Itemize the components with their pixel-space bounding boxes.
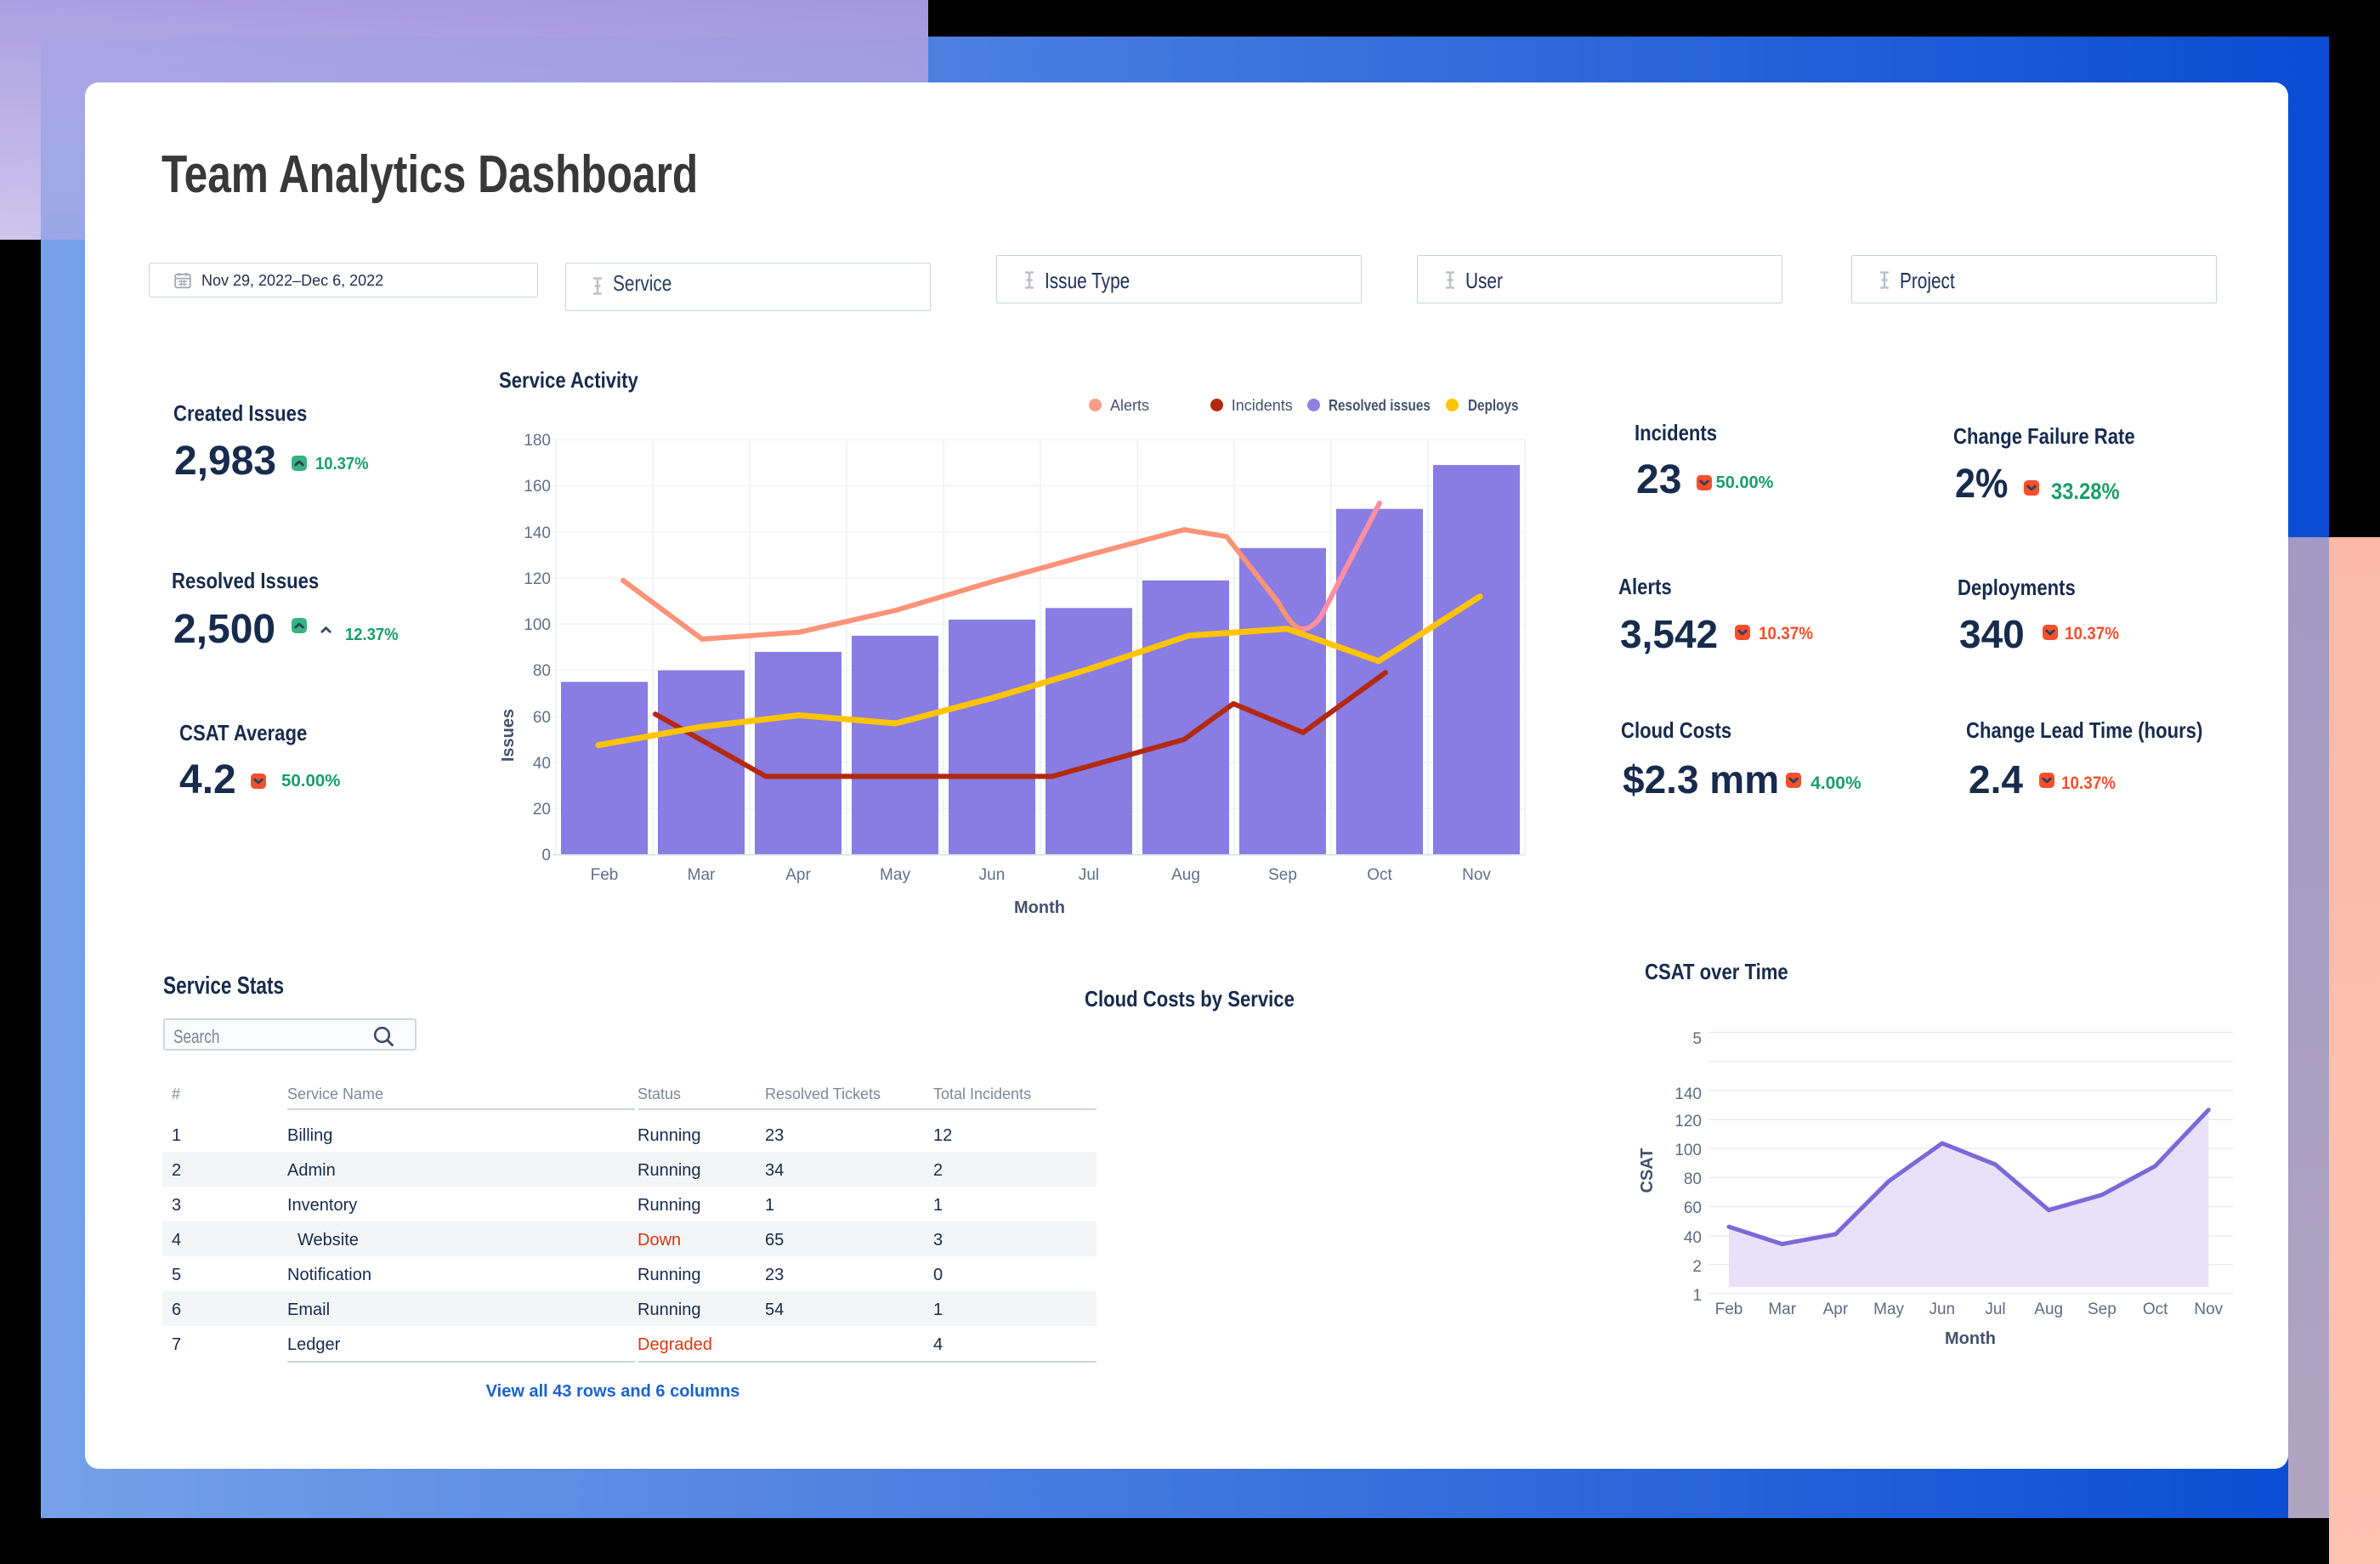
svg-text:Mar: Mar <box>688 866 716 884</box>
svg-text:Jul: Jul <box>1985 1300 2005 1318</box>
svg-text:Issues: Issues <box>499 709 518 762</box>
svg-text:Month: Month <box>1014 898 1065 917</box>
svg-text:Feb: Feb <box>591 866 619 884</box>
svg-text:140: 140 <box>524 524 551 542</box>
svg-text:Aug: Aug <box>1171 866 1200 884</box>
svg-text:80: 80 <box>533 662 551 680</box>
svg-text:Jun: Jun <box>979 866 1006 884</box>
svg-text:120: 120 <box>1674 1113 1702 1130</box>
svg-text:Oct: Oct <box>2143 1300 2168 1318</box>
svg-text:Sep: Sep <box>1268 866 1297 884</box>
svg-text:2: 2 <box>1692 1258 1702 1276</box>
svg-text:Apr: Apr <box>1823 1300 1849 1318</box>
svg-text:0: 0 <box>541 847 551 864</box>
svg-text:Month: Month <box>1945 1329 1996 1348</box>
svg-text:180: 180 <box>524 432 551 450</box>
svg-text:May: May <box>880 866 910 884</box>
svg-text:Feb: Feb <box>1715 1300 1743 1318</box>
svg-text:100: 100 <box>524 616 551 634</box>
svg-text:Nov: Nov <box>1462 866 1491 884</box>
svg-text:Sep: Sep <box>2088 1300 2116 1318</box>
svg-text:Aug: Aug <box>2034 1300 2063 1318</box>
svg-text:20: 20 <box>533 801 551 819</box>
svg-text:140: 140 <box>1674 1085 1702 1103</box>
svg-text:120: 120 <box>524 570 551 588</box>
svg-text:Jun: Jun <box>1929 1300 1955 1318</box>
svg-text:40: 40 <box>1684 1229 1702 1247</box>
svg-text:1: 1 <box>1692 1287 1702 1305</box>
svg-text:60: 60 <box>1684 1199 1702 1217</box>
svg-text:160: 160 <box>524 478 551 496</box>
svg-text:80: 80 <box>1684 1170 1702 1188</box>
svg-text:100: 100 <box>1674 1142 1702 1159</box>
svg-text:CSAT: CSAT <box>1638 1148 1657 1193</box>
svg-text:40: 40 <box>533 755 551 773</box>
svg-text:Apr: Apr <box>785 866 811 884</box>
svg-text:Nov: Nov <box>2194 1300 2223 1318</box>
svg-text:5: 5 <box>1692 1030 1702 1048</box>
svg-text:May: May <box>1873 1300 1904 1318</box>
svg-text:Oct: Oct <box>1367 866 1392 884</box>
svg-text:Jul: Jul <box>1079 866 1099 884</box>
svg-text:Mar: Mar <box>1768 1300 1796 1318</box>
svg-text:60: 60 <box>533 709 551 727</box>
